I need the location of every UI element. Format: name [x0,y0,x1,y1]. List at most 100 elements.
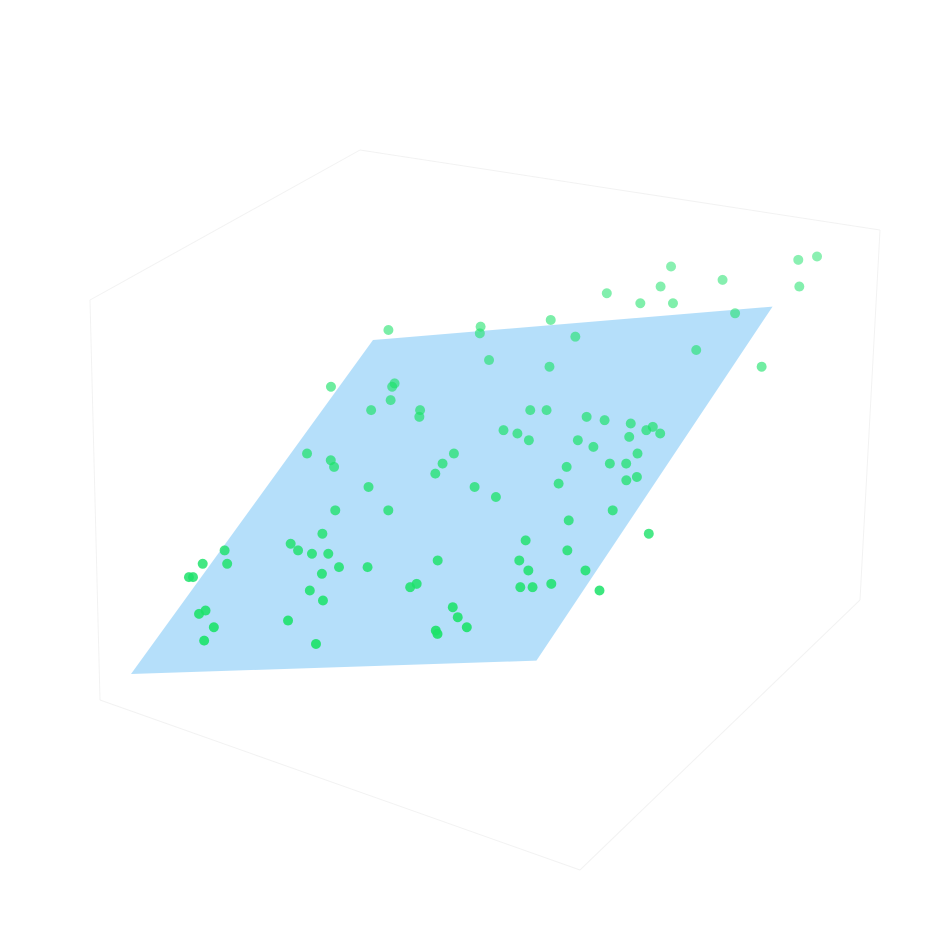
point [515,582,526,593]
point [604,458,615,469]
grid-line [859,229,881,601]
point [512,428,523,439]
background-grid [89,149,881,871]
point [631,471,642,482]
point [717,274,728,285]
point [222,558,233,569]
point [793,254,804,265]
point [447,602,458,613]
point [383,505,394,516]
point [655,428,666,439]
point [461,622,472,633]
point [621,475,632,486]
point [527,582,538,593]
point [317,528,328,539]
point [432,628,443,639]
point [329,461,340,472]
point [306,548,317,559]
point [448,448,459,459]
point [188,572,199,583]
point [643,528,654,539]
point [581,411,592,422]
point [385,395,396,406]
point [794,281,805,292]
point [625,418,636,429]
point [541,405,552,416]
grid-line [89,149,361,301]
point [317,595,328,606]
point [208,622,219,633]
point [594,585,605,596]
point [414,411,425,422]
point [474,328,485,339]
point [363,481,374,492]
plane [131,306,773,674]
point [520,535,531,546]
point [200,605,211,616]
point [304,585,315,596]
point [199,635,210,646]
grid-line [89,299,101,701]
point [405,582,416,593]
point [437,458,448,469]
point [197,558,208,569]
grid-line [99,699,581,871]
grid-line [359,149,881,231]
point [302,448,313,459]
point [514,555,525,566]
point [545,314,556,325]
point [366,405,377,416]
point [666,261,677,272]
point [546,578,557,589]
point [580,565,591,576]
point [691,345,702,356]
point [310,638,321,649]
point [325,381,336,392]
point [219,545,230,556]
point [730,308,741,319]
point [316,568,327,579]
point [484,355,495,366]
point [293,545,304,556]
point [647,421,658,432]
point [607,505,618,516]
point [572,435,583,446]
point [621,458,632,469]
point [469,481,480,492]
point [599,415,610,426]
point [283,615,294,626]
point [632,448,643,459]
point [383,324,394,335]
point [570,331,581,342]
point [544,361,555,372]
point [588,441,599,452]
point [490,491,501,502]
point [525,405,536,416]
point [624,431,635,442]
point [323,548,334,559]
point [655,281,666,292]
point [635,298,646,309]
point [601,288,612,299]
point [362,562,373,573]
grid-line [579,599,861,871]
point [523,435,534,446]
point [563,515,574,526]
point [756,361,767,372]
point [452,612,463,623]
point [523,565,534,576]
point [387,381,398,392]
point [430,468,441,479]
point [553,478,564,489]
point [330,505,341,516]
point [285,538,296,549]
point [562,545,573,556]
point [334,562,344,573]
point [498,425,509,436]
point [812,251,823,262]
point [432,555,443,566]
point [667,298,678,309]
point [561,461,572,472]
